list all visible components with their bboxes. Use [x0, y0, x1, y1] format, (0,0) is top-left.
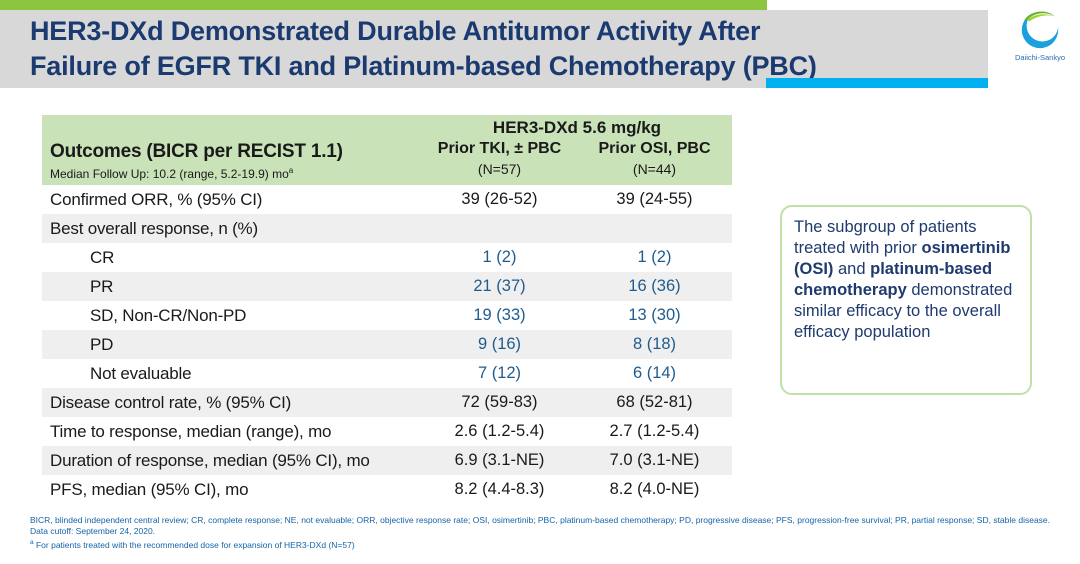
callout-segment: The subgroup of patients treated with pr…	[794, 218, 977, 257]
table-row: SD, Non-CR/Non-PD 19 (33) 13 (30)	[42, 301, 732, 330]
dose-group-header: HER3-DXd 5.6 mg/kg	[492, 118, 662, 137]
subgroup-callout-box: The subgroup of patients treated with pr…	[780, 205, 1032, 395]
row-value-prior-osi: 16 (36)	[628, 277, 681, 295]
table-row: PD 9 (16) 8 (18)	[42, 330, 732, 359]
row-label: Time to response, median (range), mo	[50, 421, 332, 441]
row-label: CR	[90, 247, 115, 267]
row-value-prior-osi: 6 (14)	[632, 364, 677, 382]
row-value-prior-osi: 13 (30)	[628, 306, 681, 324]
row-value-prior-tki: 39 (26-52)	[461, 190, 538, 208]
row-label: Duration of response, median (95% CI), m…	[50, 450, 370, 470]
footnote-a: a For patients treated with the recommen…	[30, 537, 1070, 551]
slide-title-line1: HER3-DXd Demonstrated Durable Antitumor …	[30, 16, 761, 46]
row-value-prior-osi: 2.7 (1.2-5.4)	[609, 422, 700, 440]
row-value-prior-osi: 68 (52-81)	[616, 393, 693, 411]
row-label: PR	[90, 276, 114, 296]
row-value-prior-tki: 6.9 (3.1-NE)	[454, 451, 545, 469]
table-row: Time to response, median (range), mo 2.6 …	[42, 417, 732, 446]
outcomes-subheader-footnote-marker: a	[288, 166, 294, 175]
row-value-prior-osi: 8 (18)	[632, 335, 677, 353]
callout-segment: and	[833, 260, 871, 278]
row-label: Disease control rate, % (95% CI)	[50, 392, 292, 412]
row-value-prior-tki: 1 (2)	[482, 248, 517, 266]
table-row: Best overall response, n (%)	[42, 214, 732, 243]
row-value-prior-tki: 21 (37)	[473, 277, 526, 295]
company-logo-text: Daiichi-Sankyo	[1014, 53, 1066, 62]
row-label: SD, Non-CR/Non-PD	[90, 305, 247, 325]
row-label: PD	[90, 334, 114, 354]
slide-title: HER3-DXd Demonstrated Durable Antitumor …	[30, 14, 978, 84]
table-row: Duration of response, median (95% CI), m…	[42, 446, 732, 475]
bottom-accent-bar	[766, 78, 988, 88]
outcomes-column-header: Outcomes (BICR per RECIST 1.1)	[50, 141, 343, 162]
outcomes-subheader: Median Follow Up: 10.2 (range, 5.2-19.9)…	[50, 166, 293, 181]
row-label: Best overall response, n (%)	[50, 218, 258, 238]
title-block: HER3-DXd Demonstrated Durable Antitumor …	[0, 10, 988, 88]
footnote-abbreviations: BICR, blinded independent central review…	[30, 515, 1051, 525]
table-row: CR 1 (2) 1 (2)	[42, 243, 732, 272]
row-label: Not evaluable	[90, 363, 192, 383]
row-value-prior-tki: 19 (33)	[473, 306, 526, 324]
row-value-prior-osi: 1 (2)	[637, 248, 672, 266]
column-header-prior-osi: Prior OSI, PBC	[598, 140, 711, 157]
row-value-prior-osi: 8.2 (4.0-NE)	[609, 480, 700, 498]
outcomes-subheader-text: Median Follow Up: 10.2 (range, 5.2-19.9)…	[50, 167, 289, 181]
table-body: Confirmed ORR, % (95% CI) 39 (26-52) 39 (2…	[42, 185, 732, 504]
table-row: Disease control rate, % (95% CI) 72 (59-8…	[42, 388, 732, 417]
table-row: Not evaluable 7 (12) 6 (14)	[42, 359, 732, 388]
row-value-prior-tki: 72 (59-83)	[461, 393, 538, 411]
footnote-data-cutoff: Data cutoff: September 24, 2020.	[30, 526, 156, 536]
row-value-prior-tki: 8.2 (4.4-8.3)	[454, 480, 545, 498]
footnote-a-text: For patients treated with the recommende…	[33, 539, 355, 550]
row-label: PFS, median (95% CI), mo	[50, 479, 249, 499]
row-value-prior-osi: 7.0 (3.1-NE)	[609, 451, 700, 469]
table-header: HER3-DXd 5.6 mg/kg Outcomes (BICR per RE…	[42, 115, 732, 185]
column-header-prior-tki: Prior TKI, ± PBC	[437, 140, 562, 157]
column-n-prior-osi: (N=44)	[632, 161, 677, 177]
column-n-prior-tki: (N=57)	[477, 161, 522, 177]
footnotes: BICR, blinded independent central review…	[30, 515, 1070, 551]
table-row: PR 21 (37) 16 (36)	[42, 272, 732, 301]
slide-title-line2: Failure of EGFR TKI and Platinum-based C…	[30, 51, 817, 81]
row-value-prior-tki: 9 (16)	[477, 335, 522, 353]
callout-segment: platinum-based chemotherapy	[794, 260, 993, 299]
table-row: Confirmed ORR, % (95% CI) 39 (26-52) 39 (2…	[42, 185, 732, 214]
outcomes-table: HER3-DXd 5.6 mg/kg Outcomes (BICR per RE…	[42, 115, 732, 504]
top-accent-bar	[0, 0, 767, 10]
row-value-prior-osi: 39 (24-55)	[616, 190, 693, 208]
footnote-a-marker: a	[30, 539, 34, 546]
row-value-prior-tki: 2.6 (1.2-5.4)	[454, 422, 545, 440]
row-label: Confirmed ORR, % (95% CI)	[50, 189, 263, 209]
callout-segment: osimertinib (OSI)	[794, 239, 1011, 278]
callout-segment: demonstrated similar efficacy to the ove…	[794, 281, 1013, 341]
row-value-prior-tki: 7 (12)	[477, 364, 522, 382]
company-logo: Daiichi-Sankyo	[1002, 6, 1078, 70]
daiichi-sankyo-logo-icon	[1002, 6, 1078, 52]
table-row: PFS, median (95% CI), mo 8.2 (4.4-8.3) 8.2…	[42, 475, 732, 504]
